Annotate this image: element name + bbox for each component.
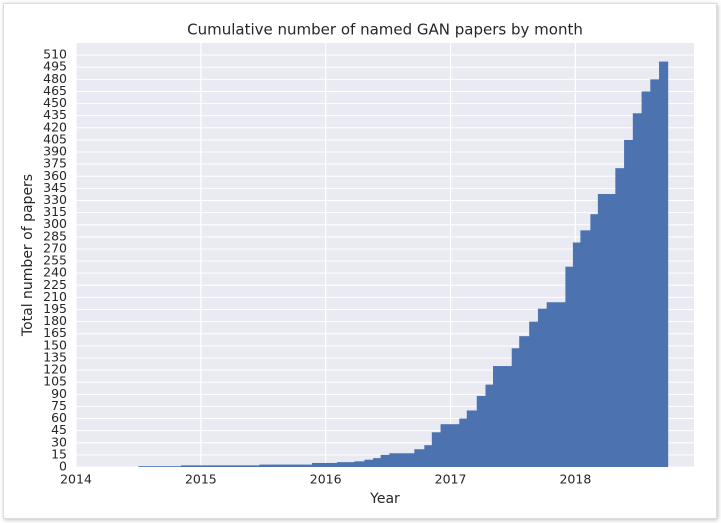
x-tick-label: 2014 (60, 472, 92, 487)
bar (440, 424, 460, 467)
y-tick-label: 465 (43, 83, 67, 98)
y-tick-label: 150 (43, 337, 67, 352)
y-tick-label: 390 (43, 144, 67, 159)
x-tick-label: 2015 (185, 472, 217, 487)
y-tick-label: 420 (43, 119, 67, 134)
bar (590, 214, 599, 467)
bar (641, 91, 651, 467)
x-tick-label: 2016 (310, 472, 342, 487)
bar (336, 462, 355, 467)
y-tick-label: 315 (43, 204, 67, 219)
bar (311, 462, 338, 467)
chart-title: Cumulative number of named GAN papers by… (187, 21, 583, 39)
y-tick-label: 375 (43, 156, 67, 171)
y-tick-label: 270 (43, 240, 67, 255)
y-tick-label: 405 (43, 131, 67, 146)
bar (519, 336, 530, 467)
y-tick-label: 255 (43, 253, 67, 268)
bar (259, 464, 313, 467)
y-tick-label: 165 (43, 325, 67, 340)
x-axis-label: Year (369, 491, 400, 507)
bar (389, 453, 415, 467)
y-tick-label: 240 (43, 265, 67, 280)
y-tick-label: 345 (43, 180, 67, 195)
bar (537, 308, 548, 467)
bar (572, 242, 581, 467)
bar (138, 466, 182, 467)
y-tick-label: 60 (51, 410, 67, 425)
y-tick-label: 120 (43, 362, 67, 377)
y-tick-label: 225 (43, 277, 67, 292)
y-tick-label: 180 (43, 313, 67, 328)
bar (546, 302, 566, 467)
bar (180, 465, 260, 467)
y-tick-label: 135 (43, 349, 67, 364)
bar (485, 384, 494, 467)
bar (650, 79, 660, 467)
bar (615, 168, 625, 467)
bar (580, 230, 591, 467)
bar (632, 113, 642, 468)
y-axis-label: Total number of papers (20, 174, 36, 337)
bar (364, 459, 374, 467)
y-tick-label: 195 (43, 301, 67, 316)
y-tick-label: 210 (43, 289, 67, 304)
y-tick-label: 435 (43, 107, 67, 122)
x-tick-label: 2018 (559, 472, 591, 487)
bar (424, 445, 433, 467)
bar (380, 454, 390, 467)
bar (624, 139, 634, 467)
bar (597, 194, 616, 467)
y-tick-label: 450 (43, 95, 67, 110)
bar (476, 395, 486, 467)
bar (529, 321, 539, 467)
y-tick-label: 90 (51, 386, 67, 401)
y-tick-label: 75 (51, 398, 67, 413)
y-tick-label: 285 (43, 228, 67, 243)
bar (373, 458, 382, 467)
y-tick-label: 15 (51, 446, 67, 461)
x-tick-label: 2017 (435, 472, 467, 487)
y-tick-label: 330 (43, 192, 67, 207)
bar (459, 418, 468, 467)
bar (431, 432, 441, 467)
y-tick-label: 45 (51, 422, 67, 437)
y-tick-label: 495 (43, 59, 67, 74)
y-tick-label: 300 (43, 216, 67, 231)
bar (466, 410, 478, 467)
y-tick-label: 105 (43, 374, 67, 389)
y-tick-label: 510 (43, 47, 67, 62)
y-tick-label: 30 (51, 434, 67, 449)
bar (565, 266, 574, 467)
bar (659, 61, 669, 468)
bar (414, 449, 425, 467)
y-tick-label: 480 (43, 71, 67, 86)
bar (492, 366, 513, 467)
bar (354, 461, 365, 467)
bar (511, 348, 520, 467)
y-tick-label: 0 (59, 459, 67, 474)
y-tick-label: 360 (43, 168, 67, 183)
